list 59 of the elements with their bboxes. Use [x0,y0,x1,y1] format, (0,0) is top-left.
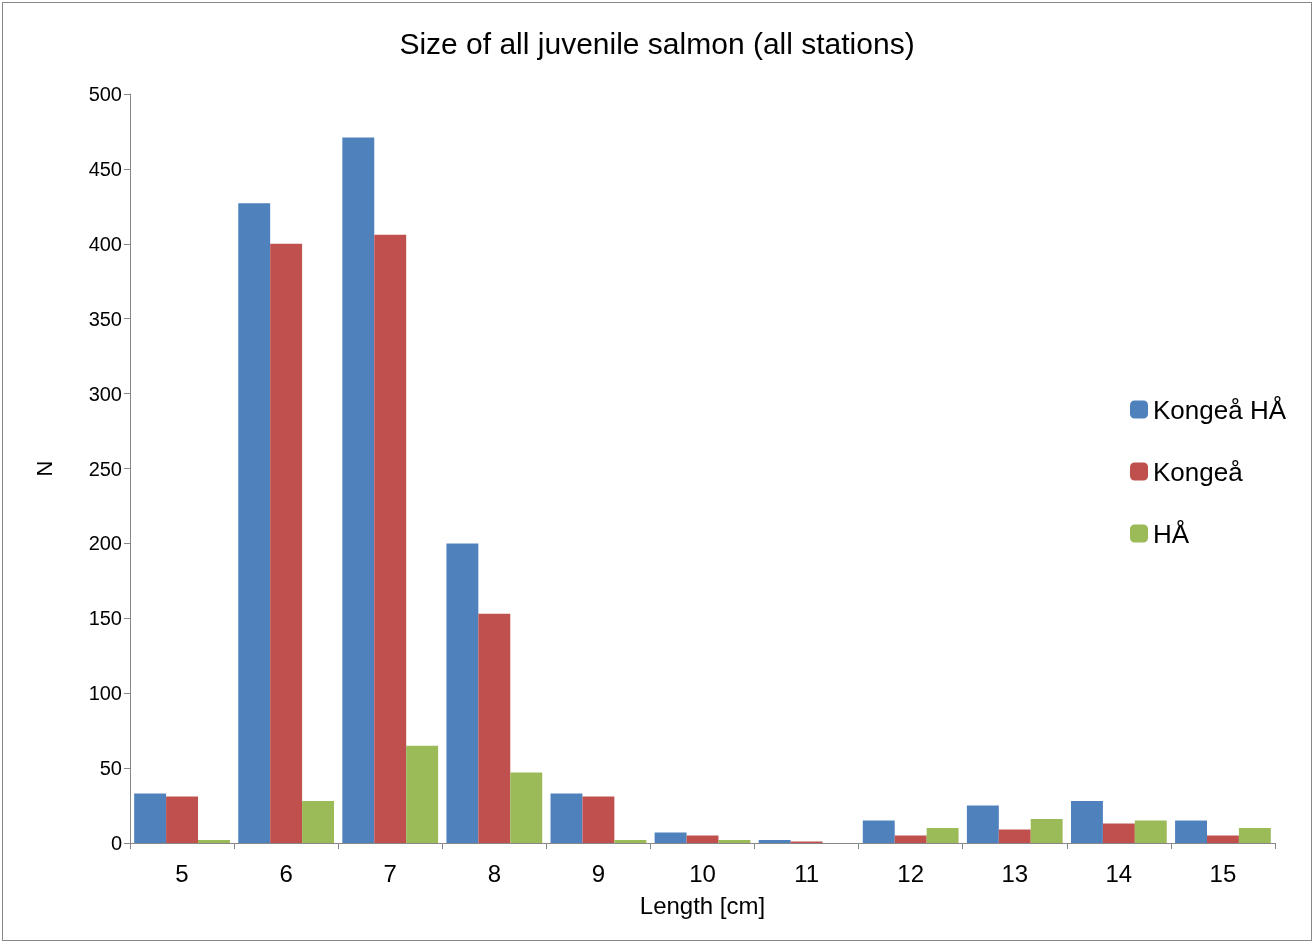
bar [1175,820,1207,843]
bar [374,234,407,843]
x-tick-label: 9 [591,859,606,887]
x-tick-label: 11 [794,859,820,887]
bar [582,796,615,843]
x-tick-label: 14 [1105,859,1133,887]
x-tick-label: 10 [689,859,716,887]
x-axis-title: Length [cm] [639,891,766,919]
bar [166,796,199,843]
bar [198,840,230,843]
bar [1134,820,1167,843]
bar [342,137,375,843]
bar [926,828,959,843]
bar [686,835,719,843]
y-tick-label: 450 [88,157,122,180]
legend-label: HÅ [1153,518,1190,549]
bar [862,820,895,843]
y-tick-label: 500 [88,83,122,105]
bar [718,840,751,843]
bar [1238,828,1271,843]
bar [654,832,687,843]
bar [270,243,303,843]
x-tick-label: 5 [175,859,189,887]
bar [238,203,271,843]
y-tick-label: 100 [88,682,122,705]
bar [510,772,543,843]
x-tick-label: 13 [1001,859,1029,887]
bar [302,801,335,843]
bar [998,829,1031,843]
bar [134,793,167,843]
bar [966,805,999,843]
x-tick-label: 7 [383,859,397,887]
bar [894,835,927,843]
y-tick-label: 0 [110,832,122,854]
bar [550,793,583,843]
bar [758,840,791,843]
y-tick-label: 350 [88,307,122,330]
bar [1030,819,1063,843]
x-tick-label: 6 [279,859,293,887]
x-tick-label: 15 [1209,859,1237,887]
bar [1102,823,1135,843]
legend-label: Kongeå HÅ [1153,394,1287,425]
x-tick-label: 8 [487,859,501,887]
bar [614,840,647,843]
y-tick-label: 150 [88,607,122,630]
y-tick-label: 300 [88,382,122,405]
bar [406,745,439,843]
y-tick-label: 200 [88,532,122,555]
bar [1206,835,1239,843]
bar [1070,801,1103,843]
bar [446,543,479,843]
y-axis-title: N [31,460,57,477]
bar [478,613,511,843]
x-tick-label: 12 [897,859,925,887]
chart-title: Size of all juvenile salmon (all stations) [399,26,915,60]
y-tick-label: 250 [88,457,122,480]
y-tick-label: 50 [99,757,122,780]
legend-label: Kongeå [1153,456,1244,487]
y-tick-label: 400 [88,232,122,255]
